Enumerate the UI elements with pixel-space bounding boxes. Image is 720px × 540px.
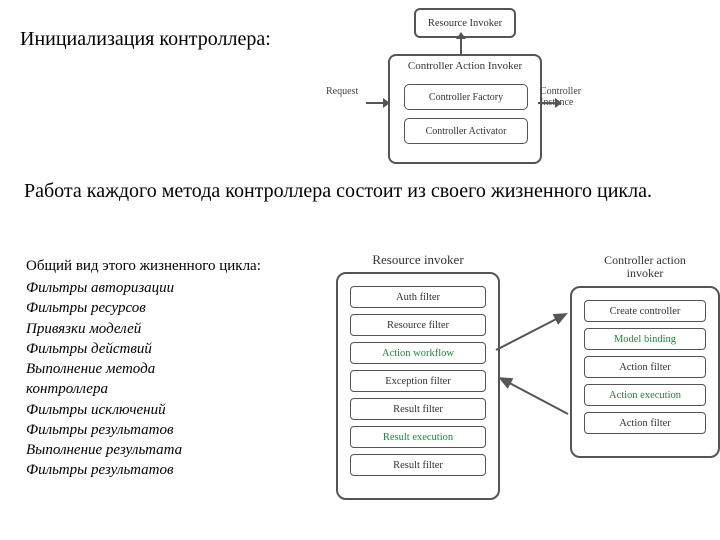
list-item: Фильтры результатов	[26, 420, 182, 440]
list-item: контроллера	[26, 379, 182, 399]
list-item: Привязки моделей	[26, 319, 182, 339]
outer-box-label: Controller Action Invoker	[390, 60, 540, 72]
lifecycle-list: Фильтры авторизацииФильтры ресурсовПривя…	[26, 278, 182, 481]
list-item: Выполнение результата	[26, 440, 182, 460]
box-controller-action-invoker: Controller Action Invoker Controller Fac…	[388, 54, 542, 164]
label-request: Request	[326, 86, 358, 97]
paragraph-lifecycle: Работа каждого метода контроллера состои…	[24, 178, 696, 205]
box-controller-factory: Controller Factory	[404, 84, 528, 110]
list-item: Фильтры исключений	[26, 400, 182, 420]
arrow-right-icon	[538, 102, 560, 104]
arrow-up-icon	[460, 34, 462, 54]
box-controller-activator: Controller Activator	[404, 118, 528, 144]
label-controller-instance: Controller Instance	[540, 86, 596, 108]
list-item: Фильтры результатов	[26, 460, 182, 480]
lifecycle-subhead: Общий вид этого жизненного цикла:	[26, 258, 261, 275]
arrow-right-icon	[366, 102, 388, 104]
list-item: Фильтры действий	[26, 339, 182, 359]
list-item: Выполнение метода	[26, 359, 182, 379]
init-diagram: Resource Invoker Controller Action Invok…	[318, 8, 596, 166]
lifecycle-diagram: Resource invoker Auth filterResource fil…	[316, 258, 716, 518]
section-title-1: Инициализация контроллера:	[20, 28, 271, 51]
page: Инициализация контроллера: Resource Invo…	[0, 0, 720, 540]
list-item: Фильтры авторизации	[26, 278, 182, 298]
connector-arrows	[316, 258, 716, 518]
list-item: Фильтры ресурсов	[26, 298, 182, 318]
